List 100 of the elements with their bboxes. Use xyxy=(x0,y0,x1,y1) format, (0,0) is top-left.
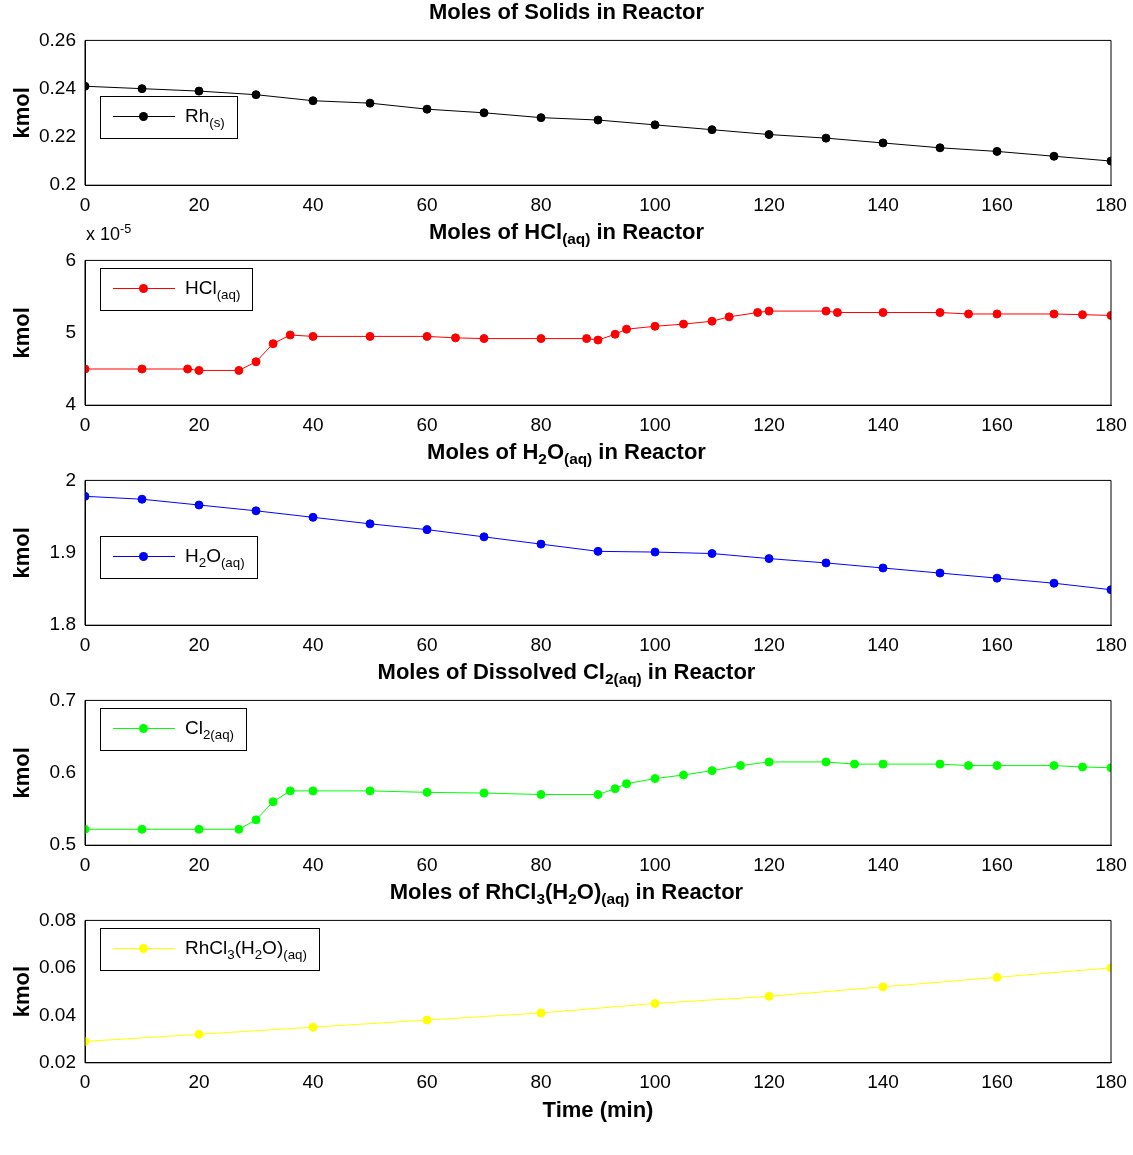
y-axis-title: kmol xyxy=(9,87,35,139)
x-tick-label: 60 xyxy=(416,1071,438,1093)
x-tick-label: 180 xyxy=(1095,413,1127,435)
point xyxy=(878,982,888,992)
y-tick-label: 4 xyxy=(65,393,77,415)
x-tick-label: 60 xyxy=(416,413,438,435)
point xyxy=(308,331,318,341)
point xyxy=(308,786,318,796)
point xyxy=(365,519,375,529)
y-tick-label: 6 xyxy=(65,248,76,270)
point xyxy=(850,759,859,769)
point xyxy=(365,331,375,341)
point xyxy=(650,547,660,557)
point xyxy=(593,790,603,800)
point xyxy=(422,331,432,341)
x-tick-label: 120 xyxy=(753,413,785,435)
point xyxy=(593,546,603,556)
chart-title: Moles of Dissolved Cl$_{2(aq)}$ in Reactor xyxy=(376,659,757,688)
x-tick-label: 120 xyxy=(753,633,785,655)
point xyxy=(137,84,147,94)
point xyxy=(536,539,546,549)
x-tick-label: 80 xyxy=(530,193,552,215)
point xyxy=(1078,762,1087,772)
x-tick-label: 180 xyxy=(1095,853,1127,875)
x-tick-label: 80 xyxy=(530,853,552,875)
x-tick-label: 100 xyxy=(639,853,671,875)
y-tick-label: 0.08 xyxy=(39,908,76,930)
point xyxy=(679,319,688,329)
x-tick-label: 80 xyxy=(530,1071,552,1093)
point xyxy=(878,138,888,148)
x-tick-label: 180 xyxy=(1095,633,1127,655)
x-tick-label: 0 xyxy=(79,1071,91,1093)
y-tick-label: 1.8 xyxy=(49,613,76,635)
point xyxy=(707,316,717,326)
point xyxy=(308,1022,318,1032)
point xyxy=(1049,151,1059,161)
y-tick-label: 1.9 xyxy=(49,541,76,563)
point xyxy=(268,797,278,807)
point xyxy=(610,784,620,794)
x-tick-label: 40 xyxy=(302,193,324,215)
x-tick-label: 80 xyxy=(530,413,552,435)
point xyxy=(479,532,489,542)
x-tick-label: 160 xyxy=(981,193,1013,215)
x-tick-label: 160 xyxy=(981,1071,1013,1093)
point xyxy=(137,494,147,504)
point xyxy=(764,991,774,1001)
y-tick-label: 0.02 xyxy=(39,1051,76,1073)
x-tick-label: 120 xyxy=(753,193,785,215)
point xyxy=(593,115,603,125)
point xyxy=(650,120,660,130)
x-tick-label: 120 xyxy=(753,1071,785,1093)
x-tick-label: 180 xyxy=(1095,193,1127,215)
point xyxy=(268,339,278,349)
point xyxy=(1049,761,1059,771)
point xyxy=(183,364,193,374)
point xyxy=(764,757,774,767)
legend-label: RhCl$_{3}$(H$_{2}$O)$_{(aq)}$ xyxy=(185,937,307,962)
x-tick-label: 140 xyxy=(867,853,899,875)
x-tick-label: 120 xyxy=(753,853,785,875)
y-tick-label: 0.04 xyxy=(39,1003,77,1025)
point xyxy=(935,143,945,153)
x-tick-label: 0 xyxy=(79,853,91,875)
point xyxy=(878,563,888,573)
y-axis-title: kmol xyxy=(9,965,35,1018)
x-tick-label: 100 xyxy=(639,633,671,655)
point xyxy=(194,1029,204,1039)
y-tick-label: 0.7 xyxy=(49,688,76,710)
x-tick-label: 100 xyxy=(639,413,671,435)
point xyxy=(992,309,1002,319)
legend-label: HCl$_{(aq)}$ xyxy=(185,277,241,302)
x-tick-label: 80 xyxy=(530,633,552,655)
y-tick-label: 0.24 xyxy=(39,76,77,98)
x-tick-label: 40 xyxy=(302,413,324,435)
x-tick-label: 20 xyxy=(188,413,210,435)
point xyxy=(194,365,204,375)
point xyxy=(536,334,546,344)
point xyxy=(582,334,592,344)
x-tick-label: 160 xyxy=(981,633,1013,655)
point xyxy=(878,759,888,769)
point xyxy=(593,335,603,345)
point xyxy=(821,306,831,316)
point xyxy=(992,972,1002,982)
point xyxy=(764,306,774,316)
point xyxy=(821,757,831,767)
point xyxy=(650,774,660,784)
point xyxy=(650,998,660,1008)
point xyxy=(285,330,295,340)
y-tick-label: 0.5 xyxy=(49,833,76,855)
point xyxy=(137,824,147,834)
x-tick-label: 20 xyxy=(188,853,210,875)
point xyxy=(536,790,546,800)
y-tick-label: 2 xyxy=(65,468,76,490)
point xyxy=(1078,310,1087,320)
point xyxy=(234,365,244,375)
y-tick-label: 0.22 xyxy=(39,125,76,147)
x-axis-title: Time (min) xyxy=(542,1096,654,1122)
point xyxy=(935,568,945,578)
point xyxy=(935,759,945,769)
point xyxy=(753,308,763,318)
y-axis-title: kmol xyxy=(9,747,35,799)
